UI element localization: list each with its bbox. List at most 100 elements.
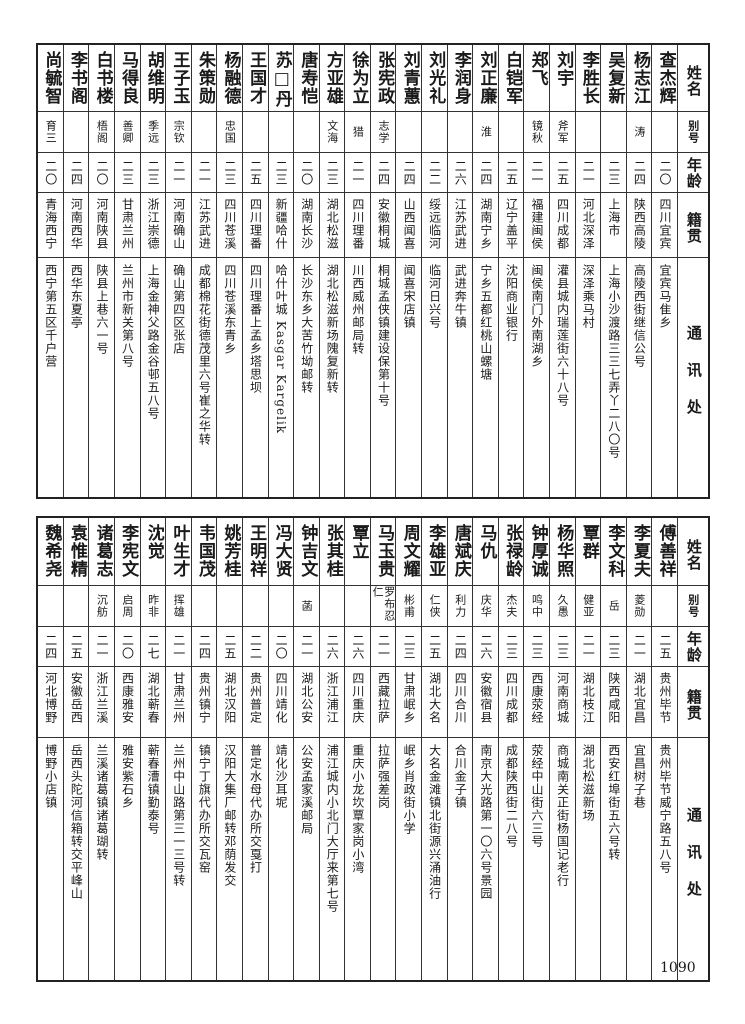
person-age: 二三 — [606, 633, 621, 660]
person-origin: 安徽宿县 — [478, 672, 493, 724]
person-name-cell: 钟吉文 — [294, 518, 319, 586]
person-name: 马得良 — [118, 51, 139, 105]
person-alias-cell: 沉舫 — [89, 586, 114, 627]
person-origin: 四川重庆 — [350, 672, 365, 724]
person-address: 闻喜宋店镇 — [402, 264, 417, 329]
person-age: 二五 — [69, 633, 84, 660]
table-row: 王国才 二五 四川理番 四川理番上孟乡塔思坝 — [241, 45, 268, 497]
person-address-cell: 蕲春漕镇勤泰号 — [141, 738, 166, 980]
person-name-cell: 周文耀 — [396, 518, 422, 586]
person-alias-cell: 杰夫 — [498, 586, 524, 627]
person-name-cell: 查杰辉 — [652, 45, 677, 112]
person-alias-cell: 梧阁 — [89, 112, 114, 153]
person-origin: 湖北汉阳 — [222, 672, 237, 724]
table-row: 胡维明 季远 二三 浙江崇德 上海金神父路金谷邨五八号 — [139, 45, 166, 497]
table-row: 魏希尧 二四 河北博野 博野小店镇 — [38, 518, 63, 980]
person-name-cell: 吴复新 — [601, 45, 626, 112]
person-name-cell: 傅善祥 — [652, 518, 677, 586]
person-origin-cell: 河北深泽 — [575, 193, 601, 258]
person-origin: 四川成都 — [504, 672, 519, 724]
person-address-cell: 长沙东乡大苦竹坳邮转 — [294, 258, 319, 497]
person-alias: 杰夫 — [504, 594, 518, 618]
person-alias-cell — [242, 112, 268, 153]
person-alias: 育三 — [44, 120, 58, 144]
person-name: 钟厚诚 — [527, 524, 548, 578]
person-address: 长沙东乡大苦竹坳邮转 — [299, 264, 314, 394]
person-origin: 湖北宜昌 — [632, 672, 647, 724]
person-alias-cell — [652, 112, 677, 153]
person-address-cell: 普定水母代办所交戛打 — [243, 738, 268, 980]
person-age-cell: 二一 — [294, 627, 319, 667]
person-age-cell: 二三 — [601, 627, 626, 667]
person-origin-cell: 四川靖化 — [268, 667, 294, 738]
person-address: 雅安紫石乡 — [120, 744, 135, 809]
person-age: 二五 — [504, 159, 519, 186]
roster-table-bottom: 姓名 别号 年龄 籍贯 通讯处 傅善祥 二五 贵州毕节 贵州毕节威宁路五八号 李夏夫 菱勋 二一 湖北宜… — [36, 516, 710, 982]
person-age-cell: 二三 — [396, 627, 422, 667]
person-age-cell: 二五 — [422, 627, 447, 667]
person-age-cell: 二〇 — [652, 153, 677, 193]
table-row: 刘宇 斧军 二五 四川成都 灌县城内瑞莲街六十八号 — [549, 45, 575, 497]
person-age: 二一 — [376, 633, 391, 660]
header-column: 姓名 别号 年龄 籍贯 通讯处 — [677, 518, 708, 980]
person-alias-cell: 鸣中 — [524, 586, 550, 627]
person-origin: 山西闻喜 — [402, 198, 417, 250]
person-address-cell: 武进奔牛镇 — [448, 258, 473, 497]
person-age: 二二 — [427, 159, 442, 186]
person-age: 二〇 — [299, 159, 314, 186]
person-alias: 忠国 — [223, 120, 237, 144]
person-alias: 利力 — [453, 594, 467, 618]
header-name-cell: 姓名 — [678, 45, 708, 112]
table-row: 覃群 健亚 二一 湖北枝江 湖北松滋新场 — [574, 518, 601, 980]
person-age-cell: 二一 — [89, 627, 114, 667]
person-name-cell: 李雄亚 — [422, 518, 447, 586]
person-origin-cell: 浙江兰溪 — [89, 667, 114, 738]
person-origin: 四川合川 — [453, 672, 468, 724]
person-address: 哈什叶城 Kasgar Kargelik — [274, 264, 289, 435]
table-row: 杨融德 忠国 二三 四川苍溪 四川苍溪东青乡 — [216, 45, 242, 497]
table-row: 刘正廉淮二四 湖南宁乡 宁乡五都红桃山螺塘 — [472, 45, 498, 497]
person-origin: 安徽岳西 — [69, 672, 84, 724]
person-origin: 四川成都 — [555, 198, 570, 250]
person-origin-cell: 湖南宁乡 — [473, 193, 498, 258]
person-alias: 季远 — [146, 120, 160, 144]
person-age: 二一 — [581, 633, 596, 660]
table-row: 钟厚诚 鸣中 二三 西康荥经 荥经中山街六三号 — [523, 518, 550, 980]
person-origin-cell: 辽宁盖平 — [498, 193, 524, 258]
person-age: 二三 — [504, 633, 519, 660]
person-age: 二三 — [402, 633, 417, 660]
person-address-cell: 大名金滩镇北街源兴涌油行 — [422, 738, 447, 980]
person-origin-cell: 湖北公安 — [294, 667, 319, 738]
person-alias-cell — [268, 586, 294, 627]
table-row: 傅善祥 二五 贵州毕节 贵州毕节威宁路五八号 — [651, 518, 677, 980]
person-name: 杨志江 — [630, 51, 651, 105]
person-origin: 四川宜宾 — [658, 198, 672, 250]
person-origin-cell: 青海西宁 — [38, 193, 63, 258]
person-address: 宁乡五都红桃山螺塘 — [478, 264, 493, 381]
person-age-cell: 二〇 — [268, 627, 294, 667]
person-alias-cell: 菱勋 — [626, 586, 652, 627]
person-age: 二四 — [197, 633, 212, 660]
person-origin: 河南陕县 — [94, 198, 109, 250]
person-age: 二〇 — [94, 159, 109, 186]
person-age: 二一 — [171, 633, 186, 660]
person-address: 湖北松滋新场隗复新转 — [325, 264, 340, 394]
person-alias-cell: 斧军 — [550, 112, 575, 153]
table-row: 覃立 二六 四川重庆 重庆小龙坎覃家岗小湾 — [344, 518, 370, 980]
person-address-cell: 确山第四区张店 — [166, 258, 191, 497]
person-origin: 浙江崇德 — [146, 198, 161, 250]
person-age: 二六 — [453, 159, 468, 186]
person-alias-cell — [38, 586, 63, 627]
person-name: 傅善祥 — [655, 524, 676, 578]
person-name-cell: 马得良 — [114, 45, 140, 112]
table-row: 唐寿恺 二〇 湖南长沙 长沙东乡大苦竹坳邮转 — [293, 45, 319, 497]
person-address-cell: 哈什叶城 Kasgar Kargelik — [269, 258, 294, 497]
person-name: 李书阁 — [66, 51, 87, 105]
person-origin: 甘肃兰州 — [171, 672, 186, 724]
person-age: 二三 — [325, 159, 340, 186]
table-row: 王明祥 二二 贵州普定 普定水母代办所交戛打 — [241, 518, 268, 980]
person-age-cell: 二四 — [38, 627, 63, 667]
person-address: 成都陕西街二八号 — [504, 744, 519, 848]
person-address-cell: 闽侯南门外南湖乡 — [524, 258, 549, 497]
person-name: 唐寿恺 — [297, 51, 318, 105]
